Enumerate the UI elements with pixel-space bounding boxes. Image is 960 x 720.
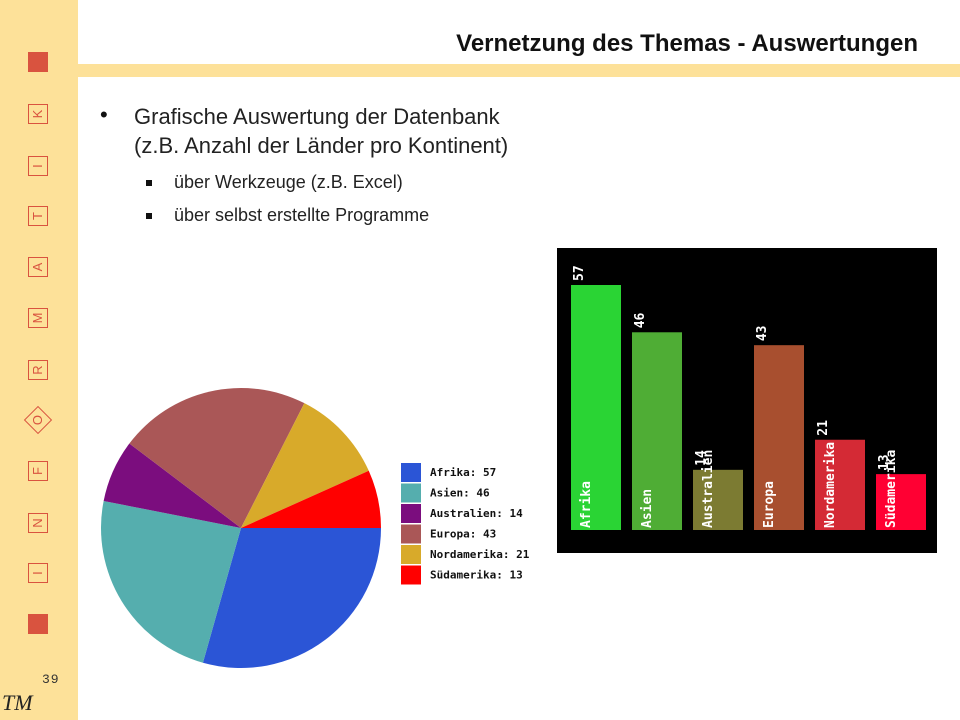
bar-category-label: Asien [640, 489, 655, 528]
square-bullet-icon [146, 180, 152, 187]
bullet-dot: • [100, 102, 108, 127]
pie-slice [202, 528, 381, 669]
legend-swatch [401, 524, 421, 544]
bar-value-label: 14 [694, 450, 709, 466]
pie-slice [129, 388, 305, 528]
header-rule [78, 64, 960, 77]
legend-label: Südamerika: 13 [430, 569, 523, 582]
legend-label: Australien: 14 [430, 507, 523, 520]
legend-label: Asien: 46 [430, 487, 490, 500]
legend-swatch [401, 483, 421, 503]
sidebar-square-top [28, 52, 48, 72]
bullet-line-1: Grafische Auswertung der Datenbank [134, 104, 500, 129]
legend-label: Afrika: 57 [430, 466, 496, 479]
legend-swatch [401, 545, 421, 564]
pie-slice [241, 470, 381, 528]
legend-swatch [401, 463, 421, 482]
logo: TM [2, 690, 33, 715]
legend-label: Nordamerika: 21 [430, 548, 530, 561]
square-bullet-icon [146, 213, 152, 220]
bar-category-label: Nordamerika [823, 442, 838, 528]
bar-category-label: Australien [701, 450, 716, 528]
bullet-line-2: (z.B. Anzahl der Länder pro Kontinent) [134, 133, 509, 158]
bar [693, 469, 743, 530]
bar-category-label: Südamerika [884, 450, 899, 528]
bar-value-label: 46 [633, 312, 648, 328]
sub-bullet-2: über selbst erstellte Programme [146, 205, 429, 226]
slide-title: Vernetzung des Themas - Auswertungen [456, 30, 918, 57]
sub-bullet-text: über selbst erstellte Programme [174, 205, 430, 225]
bar-value-label: 57 [572, 265, 587, 281]
bar-value-label: 43 [755, 326, 770, 342]
page-number: 39 [42, 672, 60, 687]
bar-value-label: 13 [877, 454, 892, 470]
bar [876, 474, 926, 530]
sidebar-square-bottom [28, 614, 48, 634]
legend-swatch [401, 565, 421, 585]
legend-swatch [401, 504, 421, 523]
bar [571, 285, 621, 530]
bar [815, 439, 865, 530]
sub-bullet-1: über Werkzeuge (z.B. Excel) [146, 172, 403, 193]
bar-category-label: Europa [762, 481, 777, 528]
bar-category-label: Afrika [579, 481, 594, 528]
bar [754, 345, 804, 530]
sub-bullet-text: über Werkzeuge (z.B. Excel) [174, 172, 403, 192]
pie-slice [103, 443, 241, 528]
pie-slice [241, 403, 369, 528]
bullet-text: Grafische Auswertung der Datenbank (z.B.… [134, 102, 508, 160]
pie-slice [101, 500, 241, 663]
legend-label: Europa: 43 [430, 528, 496, 541]
bar-value-label: 21 [816, 420, 831, 436]
sidebar [0, 0, 78, 720]
bar [632, 332, 682, 530]
